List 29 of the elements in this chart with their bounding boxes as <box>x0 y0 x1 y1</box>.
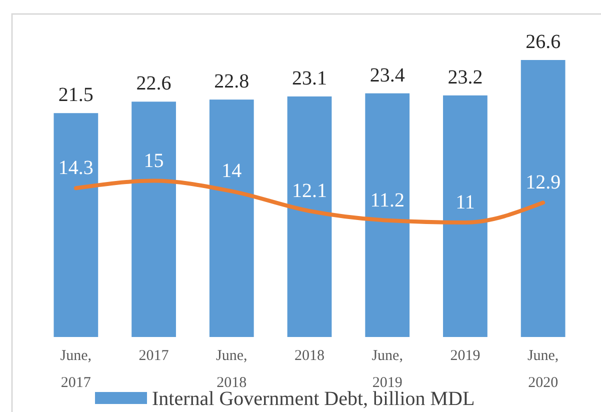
x-tick-label: 2019 <box>450 348 480 364</box>
data-label: 12.1 <box>292 180 327 202</box>
x-tick-label: June, 2020 <box>527 348 559 391</box>
data-label: 26.6 <box>526 31 561 53</box>
bar <box>287 96 332 337</box>
data-label: 22.8 <box>214 70 250 93</box>
bar <box>54 113 98 337</box>
bar <box>365 93 410 337</box>
data-label: 14 <box>222 160 242 182</box>
x-tick-label: June, 2018 <box>216 348 248 391</box>
data-label: 12.9 <box>526 172 561 194</box>
data-label: 11.2 <box>370 189 404 212</box>
data-label: 15 <box>144 150 164 172</box>
data-label: 22.6 <box>136 72 172 95</box>
x-tick-label: June, 2019 <box>372 348 403 391</box>
data-label: 11 <box>456 191 475 214</box>
data-label: 23.4 <box>370 64 405 86</box>
x-tick-label: 2018 <box>294 348 324 364</box>
bar <box>520 60 566 337</box>
bar <box>132 102 176 337</box>
x-tick-label: 2017 <box>138 348 170 364</box>
data-label: 23.1 <box>292 67 327 90</box>
x-tick-label: June, 2017 <box>60 348 92 391</box>
bar <box>443 95 488 337</box>
legend-label: Internal Government Debt, billion MDL <box>152 388 475 410</box>
data-label: 21.5 <box>58 84 94 106</box>
bar <box>209 100 254 337</box>
data-label: 23.2 <box>448 66 483 88</box>
data-label: 14.3 <box>58 157 94 180</box>
